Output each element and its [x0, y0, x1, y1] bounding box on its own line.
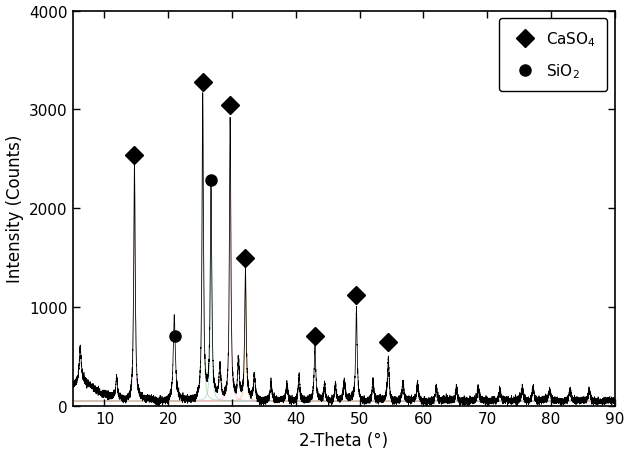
Legend: CaSO$_4$, SiO$_2$: CaSO$_4$, SiO$_2$ [499, 19, 607, 91]
Y-axis label: Intensity (Counts): Intensity (Counts) [6, 135, 23, 283]
X-axis label: 2-Theta (°): 2-Theta (°) [299, 431, 388, 450]
